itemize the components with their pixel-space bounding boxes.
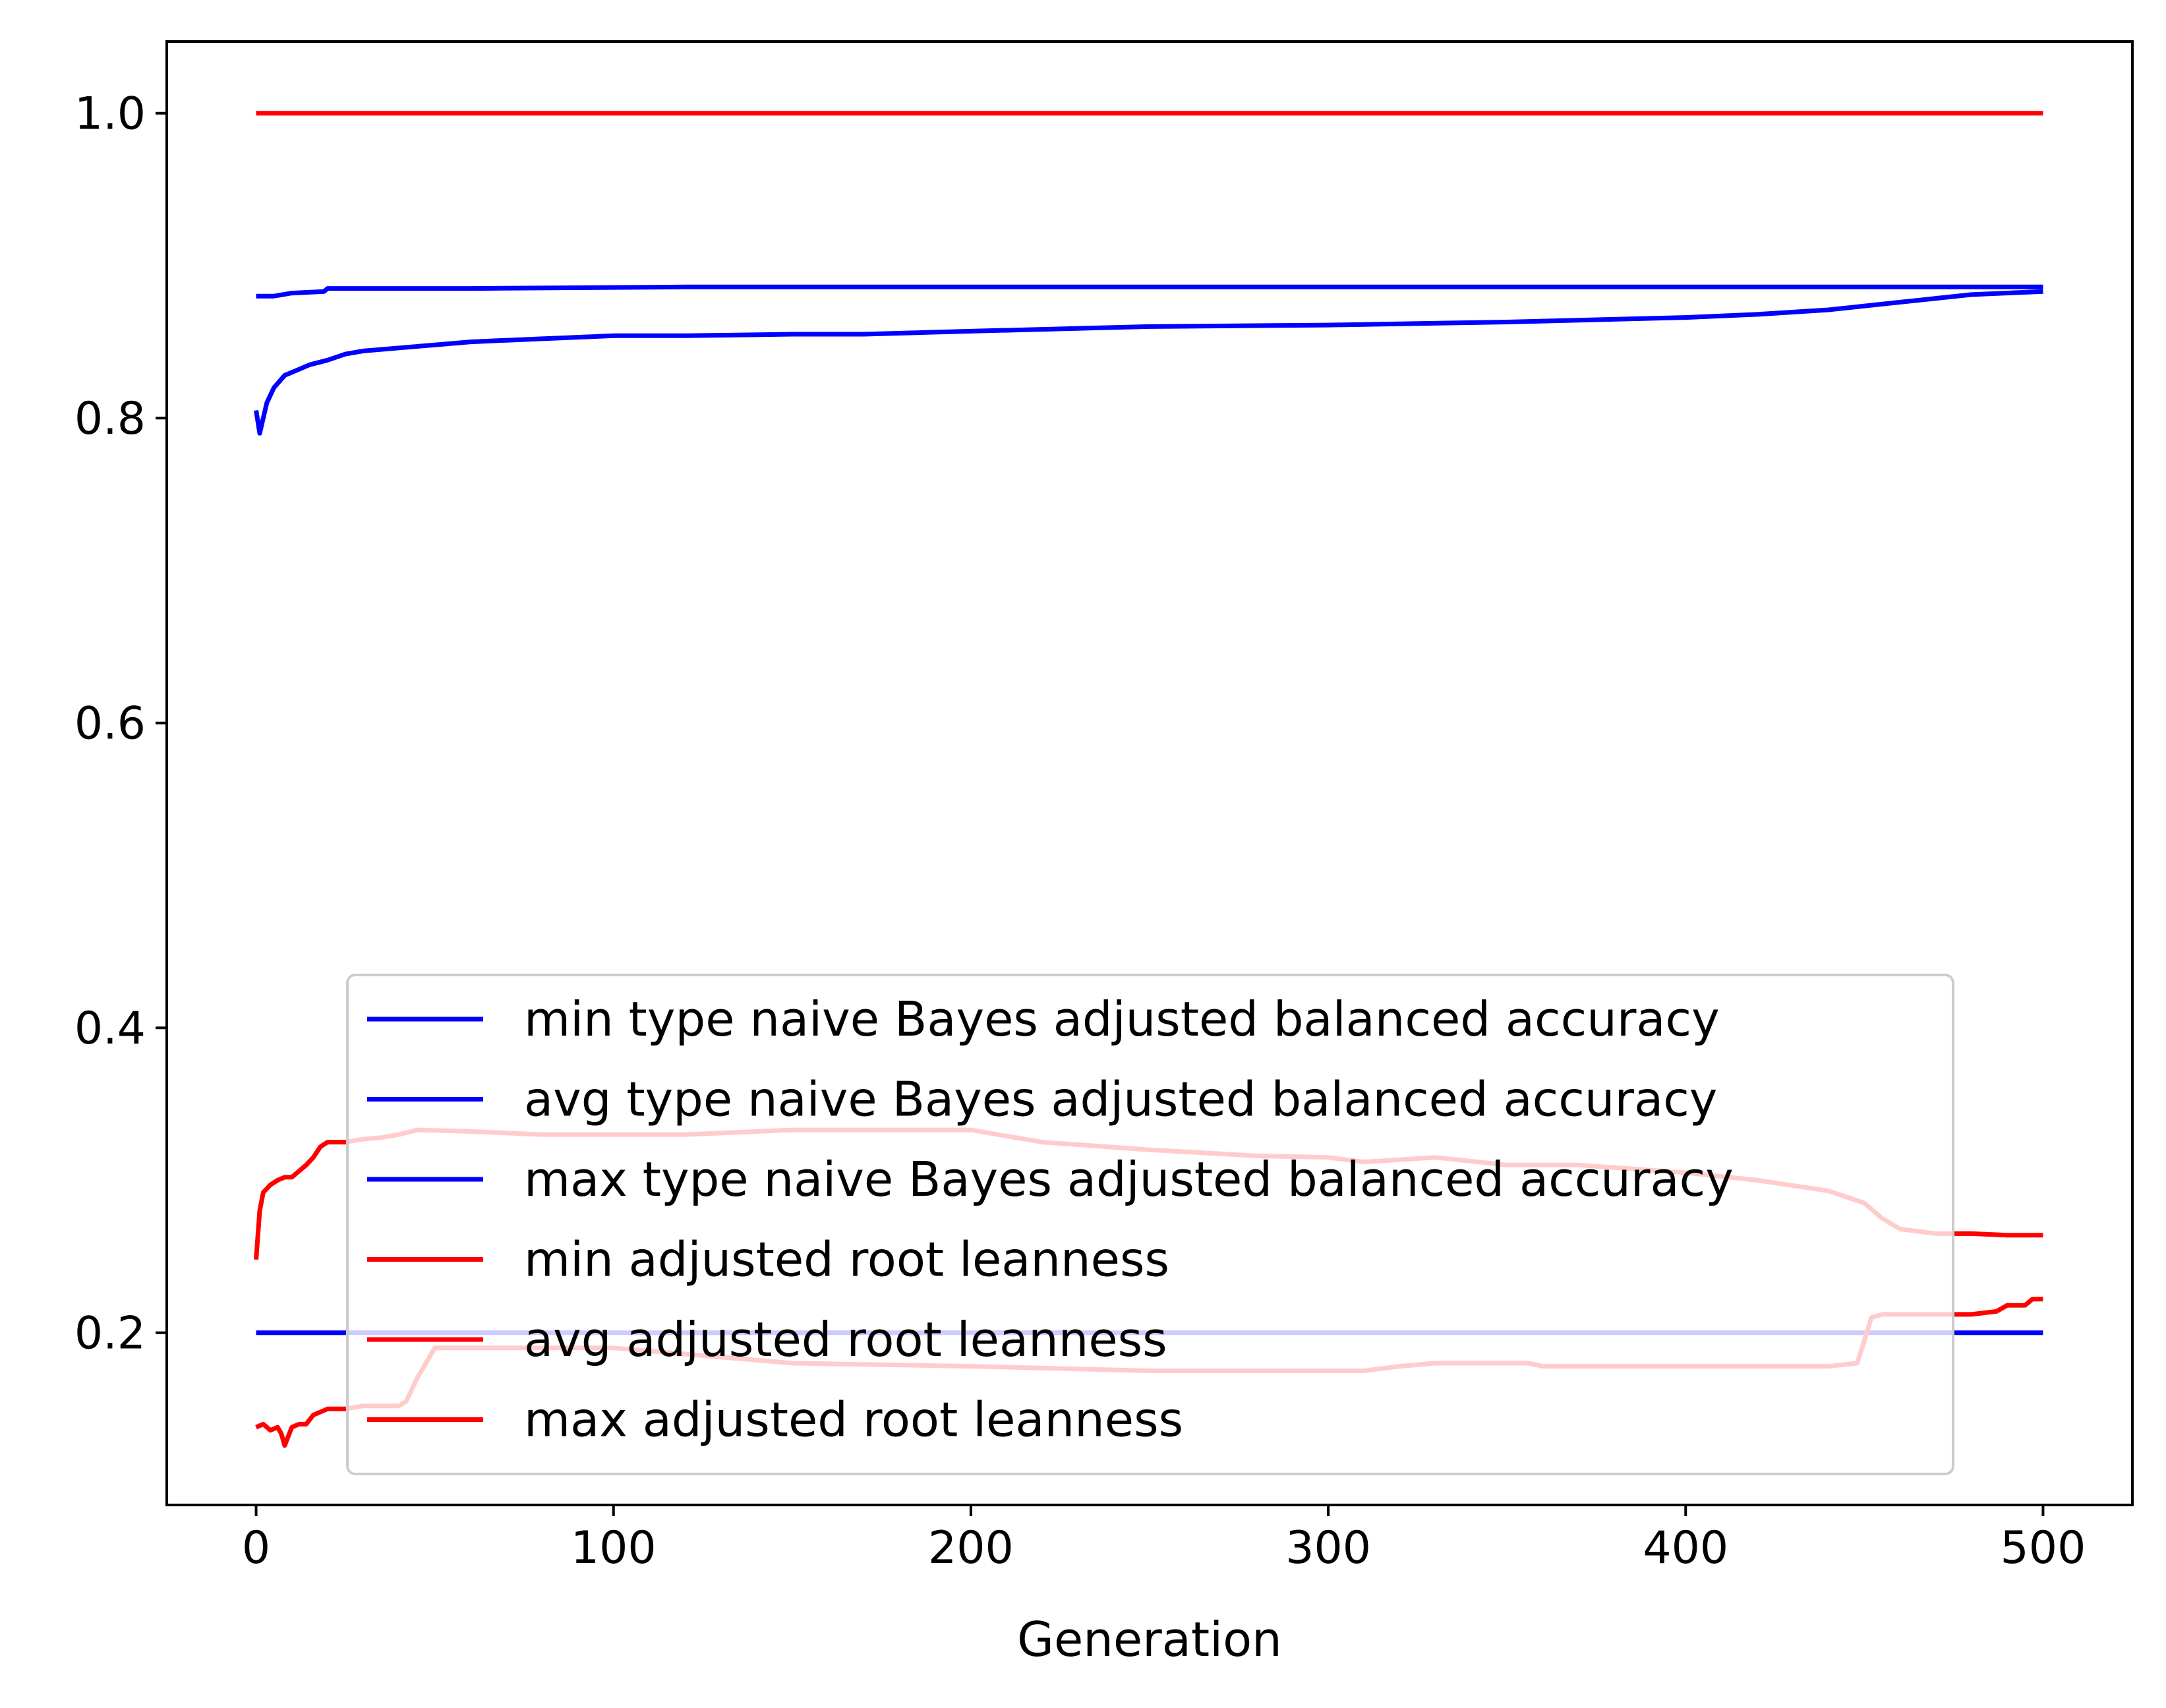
legend-label: max type naive Bayes adjusted balanced a… xyxy=(524,1152,1734,1207)
plot-frame xyxy=(165,40,2134,1506)
series-line-2 xyxy=(256,284,2043,299)
legend-box xyxy=(346,974,1954,1475)
legend-label: min type naive Bayes adjusted balanced a… xyxy=(524,991,1720,1047)
legend-label: min adjusted root leanness xyxy=(524,1232,1169,1287)
x-tick-label: 0 xyxy=(242,1522,270,1574)
legend-label: avg adjusted root leanness xyxy=(524,1312,1167,1367)
axes-layer: 0 100 200 300 400 500 0.2 0.4 0.6 0.8 1.0 xyxy=(74,40,2134,1574)
x-tick-label: 200 xyxy=(928,1522,1014,1574)
x-tick-label: 300 xyxy=(1285,1522,1371,1574)
legend: min type naive Bayes adjusted balanced a… xyxy=(346,974,1954,1475)
legend-label: avg type naive Bayes adjusted balanced a… xyxy=(524,1072,1717,1127)
legend-label: max adjusted root leanness xyxy=(524,1392,1183,1448)
y-tick-label: 0.2 xyxy=(74,1308,146,1360)
y-tick-label: 1.0 xyxy=(74,88,146,140)
x-tick-label: 400 xyxy=(1643,1522,1728,1574)
series-line-1 xyxy=(254,289,2043,436)
x-tick-label: 500 xyxy=(2001,1522,2086,1574)
x-tick-label: 100 xyxy=(571,1522,657,1574)
y-tick-label: 0.4 xyxy=(74,1003,146,1055)
x-axis-label: Generation xyxy=(1017,1612,1282,1667)
y-tick-label: 0.6 xyxy=(74,698,146,750)
y-tick-label: 0.8 xyxy=(74,393,146,445)
